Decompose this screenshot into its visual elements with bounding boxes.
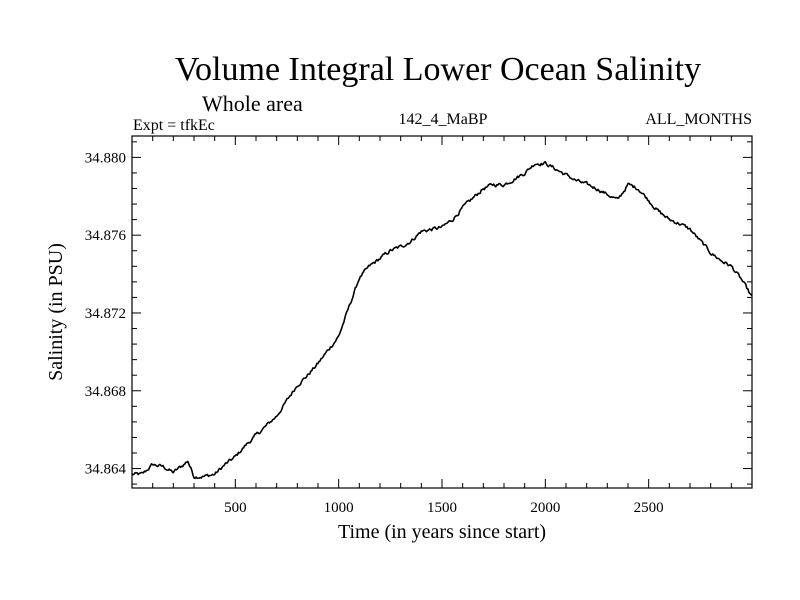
- x-tick-label: 1500: [427, 500, 457, 516]
- chart-title: Volume Integral Lower Ocean Salinity: [175, 51, 701, 88]
- run-label: 142_4_MaBP: [399, 111, 488, 128]
- months-label: ALL_MONTHS: [645, 111, 752, 128]
- x-tick-label: 1000: [324, 500, 354, 516]
- data-line-layer: [131, 160, 753, 480]
- y-tick-label: 34.872: [85, 306, 126, 322]
- y-tick-label: 34.880: [85, 150, 126, 166]
- x-tick-label: 2000: [530, 500, 560, 516]
- chart-subtitle: Whole area: [202, 91, 303, 116]
- y-tick-label: 34.864: [85, 462, 127, 478]
- y-tick-label: 34.876: [85, 228, 127, 244]
- salinity-series-line: [131, 160, 753, 480]
- plot-frame: [131, 135, 753, 489]
- x-tick-label: 2500: [634, 500, 664, 516]
- y-tick-label: 34.868: [85, 384, 126, 400]
- y-axis-label: Salinity (in PSU): [45, 243, 67, 381]
- axes: 500 1000 1500 2000 2500 34.864 34.868 34.872 34.…: [85, 136, 752, 516]
- x-tick-label: 500: [224, 500, 247, 516]
- expt-label: Expt = tfkEc: [133, 117, 215, 134]
- x-axis-label: Time (in years since start): [338, 521, 546, 543]
